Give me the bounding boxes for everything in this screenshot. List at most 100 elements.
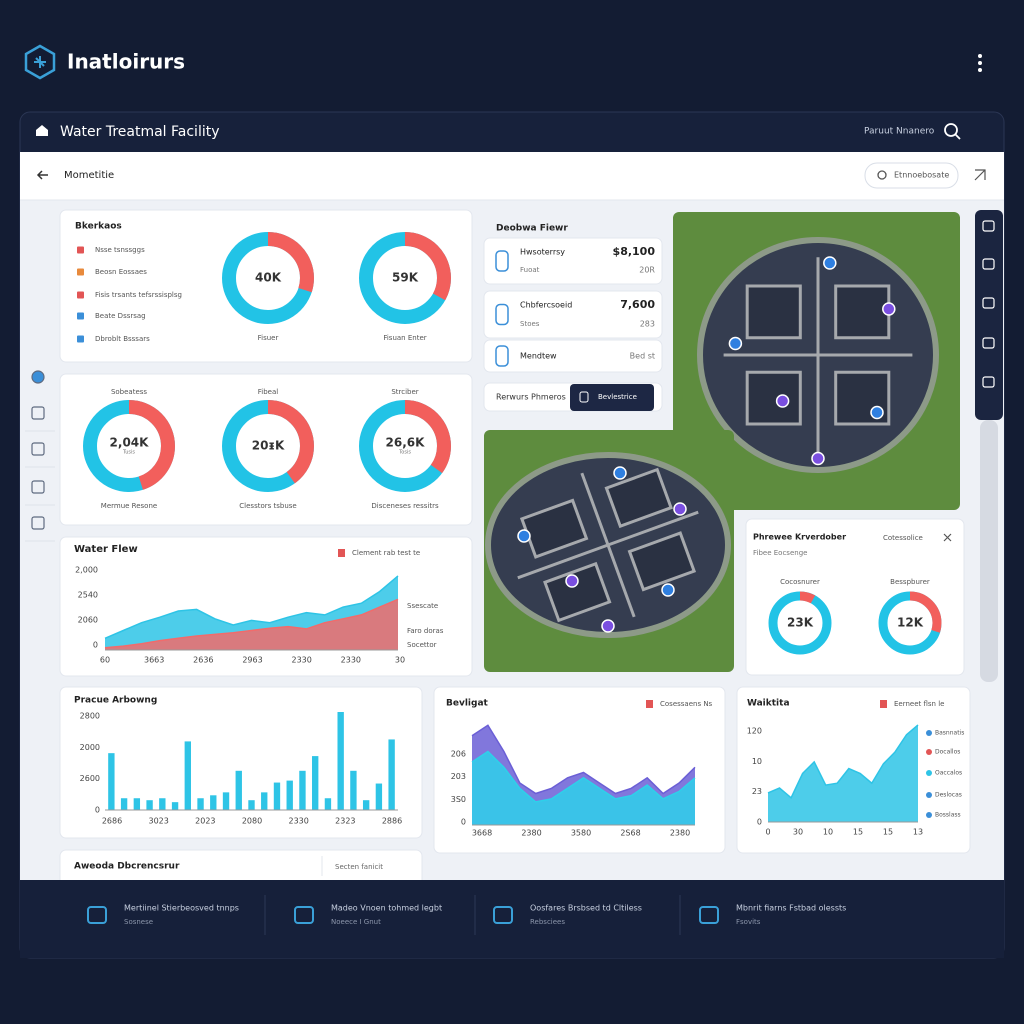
x-axis-label: 2636 (193, 656, 213, 665)
bar (350, 770, 357, 810)
x-axis-label: 2080 (242, 817, 262, 826)
area-line (471, 750, 696, 803)
x-axis-label: 15 (883, 828, 893, 837)
menu-dot (978, 54, 982, 58)
panel-title: Phrewee Krverdober (753, 533, 846, 542)
legend-dot (926, 749, 932, 755)
logo-glyph (34, 56, 46, 68)
bar (312, 756, 319, 810)
footer-icon (699, 906, 719, 924)
footer-title: Mertiinel Stierbeosved tnnps (124, 904, 239, 913)
map-marker (517, 529, 531, 543)
menu-dot (978, 61, 982, 65)
x-axis-label: 2323 (335, 817, 355, 826)
card-icon (495, 345, 509, 367)
x-axis-label: 2380 (521, 829, 541, 838)
share-icon[interactable] (974, 169, 986, 181)
bar (388, 739, 395, 810)
bar (120, 798, 128, 810)
x-axis-label: 2023 (195, 817, 215, 826)
x-axis-label: 2S68 (620, 829, 640, 838)
y-axis-label: 203 (451, 772, 466, 781)
panel (483, 237, 663, 285)
primary-button[interactable] (570, 384, 654, 411)
bar (375, 783, 383, 810)
search-icon (954, 133, 961, 140)
gauge-caption: Clesstors tsbuse (239, 502, 296, 510)
sidebar-icon[interactable] (31, 516, 45, 530)
back-arrow[interactable] (36, 170, 48, 180)
donut-label: 59K (392, 271, 419, 285)
sidebar-icon[interactable] (982, 297, 995, 309)
bar (362, 800, 370, 810)
pipe (580, 472, 636, 618)
bar (159, 798, 166, 810)
sidebar-icon[interactable] (31, 480, 45, 494)
search-button[interactable] (864, 162, 959, 189)
y-axis-label: 10 (752, 757, 762, 766)
note: Eerneet flsn le (894, 700, 944, 708)
donut-title: Cocosnurer (780, 578, 820, 586)
search-icon[interactable] (944, 123, 958, 137)
panel (59, 373, 473, 526)
area-fill (105, 599, 398, 650)
app-title: Inatloirurs (67, 50, 185, 74)
map-marker (601, 619, 615, 633)
x-axis-label: 3663 (144, 656, 164, 665)
sidebar-icon[interactable] (982, 376, 995, 388)
list-icon (77, 335, 84, 343)
panel-title: Pracue Arbowng (74, 696, 157, 706)
legend-dot (926, 792, 932, 798)
footer-title: Mbnrit fiarns Fstbad olessts (736, 904, 846, 913)
legend-dot (926, 812, 932, 818)
scrollbar (980, 420, 998, 682)
area-fill (472, 751, 695, 825)
map-marker (661, 583, 675, 597)
y-axis-label: 23 (752, 787, 762, 796)
sidebar-icon[interactable] (982, 220, 995, 232)
gauge-title: Strciber (391, 388, 418, 396)
x-axis-label: 15 (853, 828, 863, 837)
close-icon[interactable] (943, 533, 952, 542)
y-axis-label: 0 (93, 641, 98, 650)
panel-title: Bevligat (446, 699, 489, 709)
x-axis-label: 2330 (341, 656, 361, 665)
panel (483, 290, 663, 339)
card-extra: Bed st (630, 352, 655, 361)
sidebar-icon[interactable] (31, 370, 45, 384)
sidebar-icon[interactable] (982, 258, 995, 270)
sidebar-icon[interactable] (31, 406, 45, 420)
area-line (471, 724, 696, 795)
gauge-title: Sobeatess (111, 388, 147, 396)
panel-title: Bkerkaos (75, 222, 122, 232)
card-name: Hwsoterrsy (520, 248, 565, 257)
map-marker (673, 502, 687, 516)
x-axis-label: 2380 (670, 829, 690, 838)
x-axis-label: 60 (100, 656, 110, 665)
card-sub: Stoes (520, 320, 540, 328)
x-axis-label: 13 (913, 828, 923, 837)
x-axis-label: 3668 (472, 829, 492, 838)
basin (627, 531, 697, 592)
basin (604, 467, 673, 529)
legend-label: Basnnatis (935, 730, 964, 737)
donut-label: 2,04K (110, 436, 150, 450)
gauge-sub: Tosis (398, 450, 411, 456)
donut-label: 40K (255, 271, 282, 285)
x-axis-label: 2330 (288, 817, 308, 826)
donut-label: 20ᵻK (252, 439, 285, 453)
legend-label: Oaccalos (935, 770, 962, 777)
sidebar-icon[interactable] (31, 442, 45, 456)
bar (286, 780, 293, 810)
panel-title: Aweoda Dbcrencsrur (74, 862, 180, 872)
menu-dot (978, 68, 982, 72)
card-icon (495, 303, 509, 326)
bar (235, 770, 242, 810)
sidebar-icon[interactable] (982, 337, 995, 349)
panel (483, 339, 663, 373)
area-line (104, 575, 399, 639)
link: Rerwurs Phmeros (496, 393, 566, 402)
bar (184, 741, 191, 810)
y-axis-label: 0 (95, 806, 100, 815)
